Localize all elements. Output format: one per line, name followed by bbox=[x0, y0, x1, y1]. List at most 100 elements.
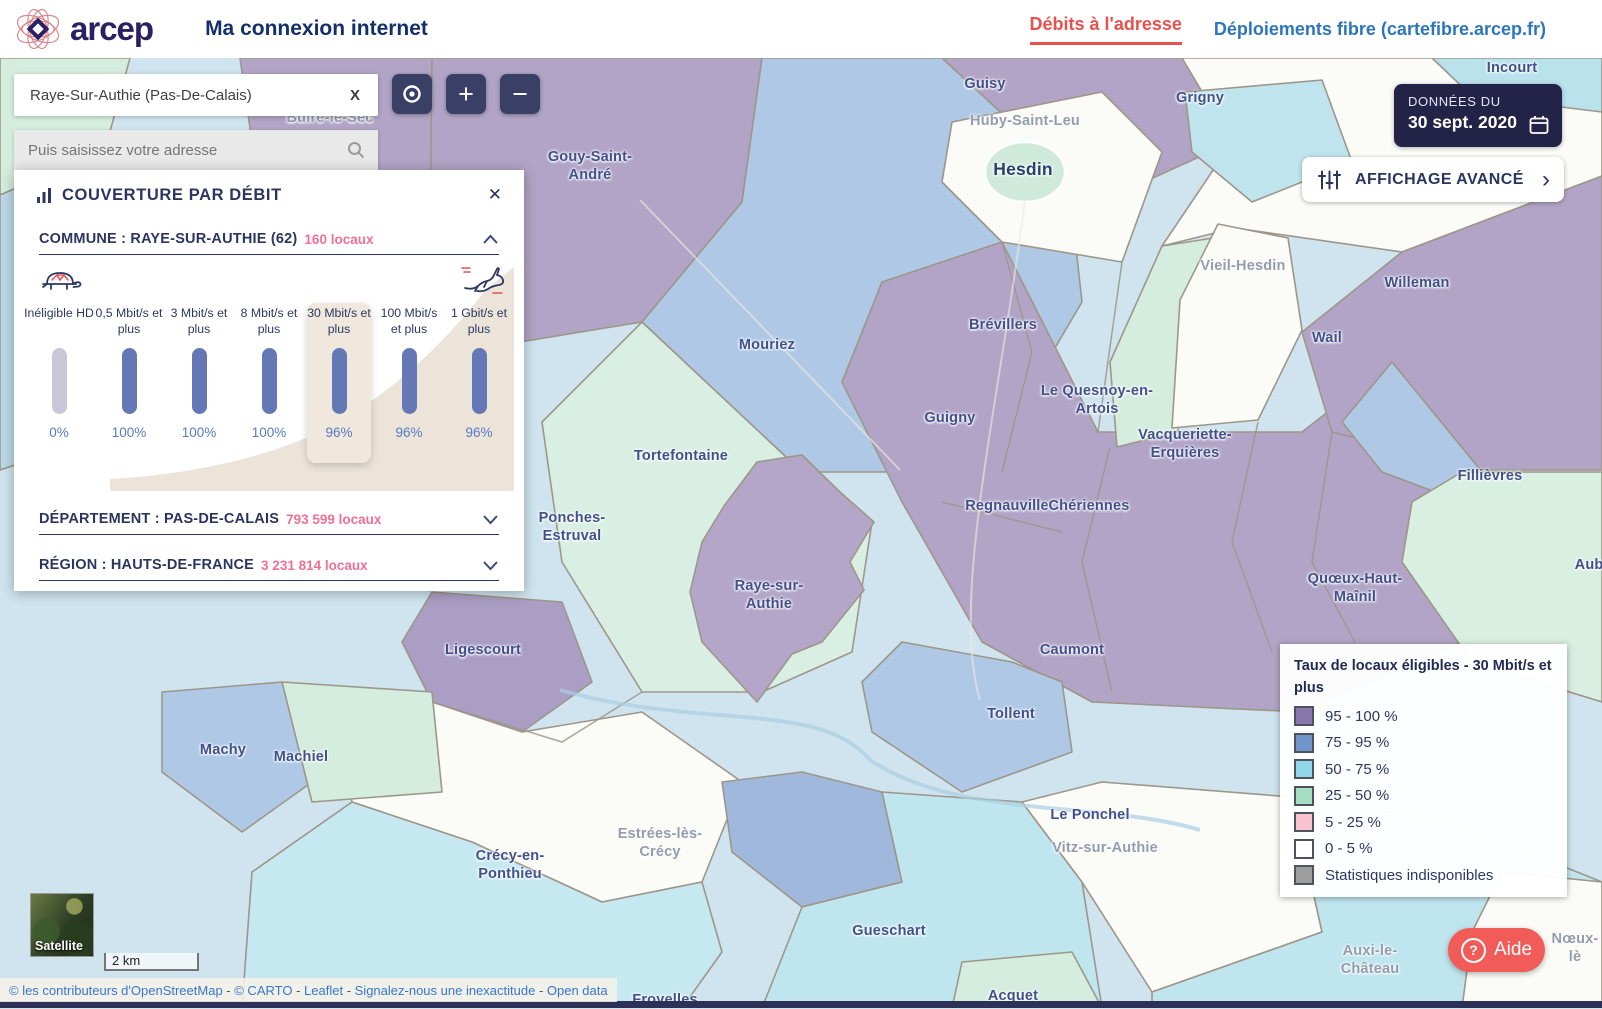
advanced-display-label: AFFICHAGE AVANCÉ bbox=[1355, 170, 1524, 188]
river bbox=[559, 688, 1201, 832]
calendar-icon bbox=[1529, 116, 1549, 134]
bar-category-label: 3 Mbit/s et plus bbox=[170, 306, 228, 337]
help-button[interactable]: ? Aide bbox=[1448, 928, 1545, 972]
chevron-down-icon[interactable] bbox=[482, 514, 499, 525]
bar-column[interactable]: 3 Mbit/s et plus 100% bbox=[164, 259, 234, 491]
bar-category-label: 100 Mbit/s et plus bbox=[380, 306, 438, 337]
data-date-picker[interactable]: DONNÉES DU 30 sept. 2020 bbox=[1394, 84, 1562, 147]
advanced-display-button[interactable]: AFFICHAGE AVANCÉ › bbox=[1302, 157, 1564, 202]
zoom-in-button[interactable]: + bbox=[446, 74, 486, 114]
chevron-down-icon[interactable] bbox=[482, 560, 499, 571]
section-title: COMMUNE : RAYE-SUR-AUTHIE (62) bbox=[39, 231, 298, 247]
address-search[interactable] bbox=[14, 130, 378, 170]
bar-column[interactable]: 100 Mbit/s et plus 96% bbox=[374, 259, 444, 491]
bar-value-label: 96% bbox=[325, 425, 353, 440]
attribution-link[interactable]: Leaflet bbox=[304, 982, 344, 998]
bar-category-label: 8 Mbit/s et plus bbox=[240, 306, 298, 337]
legend-label: 50 - 75 % bbox=[1325, 760, 1390, 778]
tab-debits-adresse[interactable]: Débits à l'adresse bbox=[1029, 14, 1182, 45]
legend-label: Statistiques indisponibles bbox=[1325, 866, 1494, 884]
divider bbox=[39, 580, 499, 581]
legend-item: 50 - 75 % bbox=[1294, 759, 1553, 779]
commune-search[interactable]: X bbox=[14, 74, 378, 116]
bar-category-label: Inéligible HD bbox=[24, 306, 94, 320]
legend-item: 25 - 50 % bbox=[1294, 785, 1553, 806]
bar-value-label: 100% bbox=[251, 425, 287, 440]
legend-label: 25 - 50 % bbox=[1325, 787, 1390, 804]
question-mark-icon: ? bbox=[1460, 937, 1486, 963]
section-locaux: 160 locaux bbox=[304, 231, 374, 247]
coverage-bars: Inéligible HD 0% 0,5 Mbit/s et plus 100% 3 M… bbox=[24, 259, 514, 491]
legend-swatch bbox=[1294, 838, 1314, 859]
chevron-up-icon[interactable] bbox=[482, 234, 499, 245]
data-date-label: DONNÉES DU bbox=[1408, 94, 1501, 109]
search-icon bbox=[348, 142, 365, 159]
tab-deploiements-fibre[interactable]: Déploiements fibre (cartefibre.arcep.fr) bbox=[1213, 18, 1546, 39]
legend-swatch bbox=[1294, 785, 1314, 806]
attribution-link[interactable]: © les contributeurs d'OpenStreetMap bbox=[9, 982, 223, 998]
bar bbox=[471, 348, 487, 414]
section-title: RÉGION : HAUTS-DE-FRANCE bbox=[39, 557, 255, 573]
arcep-rosette-icon bbox=[16, 8, 60, 50]
section-departement[interactable]: DÉPARTEMENT : PAS-DE-CALAIS 793 599 loca… bbox=[14, 511, 524, 527]
legend-item: 0 - 5 % bbox=[1294, 838, 1553, 859]
brand-name: arcep bbox=[70, 10, 154, 47]
legend-label: 0 - 5 % bbox=[1325, 840, 1373, 857]
attribution-link[interactable]: © CARTO bbox=[234, 982, 293, 998]
divider bbox=[39, 254, 499, 255]
zoom-out-button[interactable]: − bbox=[500, 74, 540, 114]
bar-value-label: 96% bbox=[465, 425, 493, 440]
legend-item: 5 - 25 % bbox=[1294, 812, 1553, 832]
bar-chart-icon bbox=[37, 187, 51, 203]
bar-column[interactable]: 0,5 Mbit/s et plus 100% bbox=[94, 259, 164, 491]
bar-category-label: 0,5 Mbit/s et plus bbox=[95, 306, 163, 337]
legend-item: 75 - 95 % bbox=[1294, 732, 1553, 753]
legend-item: Statistiques indisponibles bbox=[1294, 865, 1553, 885]
map-legend: Taux de locaux éligibles - 30 Mbit/s et … bbox=[1280, 644, 1567, 897]
clear-search-icon[interactable]: X bbox=[349, 86, 360, 104]
address-search-input[interactable] bbox=[26, 140, 346, 160]
legend-label: 5 - 25 % bbox=[1325, 813, 1381, 831]
target-icon bbox=[403, 85, 421, 103]
bar bbox=[261, 348, 277, 414]
speed-swoosh bbox=[110, 267, 514, 491]
bar bbox=[121, 348, 137, 414]
commune-boundaries bbox=[431, 241, 1356, 743]
section-region[interactable]: RÉGION : HAUTS-DE-FRANCE 3 231 814 locau… bbox=[14, 557, 524, 573]
attribution-link[interactable]: Open data bbox=[546, 982, 608, 998]
bar-column[interactable]: Inéligible HD 0% bbox=[24, 259, 94, 491]
top-nav: Débits à l'adresse Déploiements fibre (c… bbox=[1029, 14, 1546, 45]
bar-column[interactable]: 8 Mbit/s et plus 100% bbox=[234, 259, 304, 491]
bar bbox=[191, 348, 207, 414]
legend-swatch bbox=[1294, 865, 1314, 885]
close-icon[interactable]: ✕ bbox=[487, 185, 502, 204]
legend-swatch bbox=[1294, 812, 1314, 832]
panel-title: COUVERTURE PAR DÉBIT bbox=[62, 185, 282, 204]
commune-search-input[interactable] bbox=[28, 85, 346, 105]
bar-category-label: 30 Mbit/s et plus bbox=[307, 306, 371, 337]
locate-button[interactable] bbox=[392, 74, 432, 114]
section-commune[interactable]: COMMUNE : RAYE-SUR-AUTHIE (62) 160 locau… bbox=[14, 231, 524, 247]
divider bbox=[39, 534, 499, 535]
legend-title: Taux de locaux éligibles - 30 Mbit/s et … bbox=[1294, 658, 1552, 696]
bar-column[interactable]: 30 Mbit/s et plus 96% bbox=[304, 259, 374, 491]
bar-value-label: 0% bbox=[49, 425, 69, 440]
app-header: arcep Ma connexion internet Débits à l'a… bbox=[0, 0, 1602, 58]
bar-value-label: 100% bbox=[111, 425, 147, 440]
attribution-bar: © les contributeurs d'OpenStreetMap - © … bbox=[0, 978, 617, 1002]
map-scale-bar: 2 km bbox=[104, 953, 199, 971]
attribution-link[interactable]: Signalez-nous une inexactitude bbox=[354, 982, 536, 998]
legend-swatch bbox=[1294, 706, 1314, 726]
section-locaux: 793 599 locaux bbox=[286, 511, 382, 527]
legend-swatch bbox=[1294, 759, 1314, 779]
help-button-label: Aide bbox=[1493, 939, 1533, 960]
satellite-layer-switcher[interactable]: Satellite bbox=[30, 893, 94, 957]
arcep-logo[interactable]: arcep bbox=[12, 3, 154, 55]
bar bbox=[401, 348, 417, 414]
turtle-icon bbox=[42, 272, 82, 290]
bar-column[interactable]: 1 Gbit/s et plus 96% bbox=[444, 259, 514, 491]
bar-value-label: 96% bbox=[395, 425, 423, 440]
legend-item: 95 - 100 % bbox=[1294, 706, 1553, 726]
bar bbox=[331, 348, 347, 414]
section-locaux: 3 231 814 locaux bbox=[261, 557, 368, 573]
